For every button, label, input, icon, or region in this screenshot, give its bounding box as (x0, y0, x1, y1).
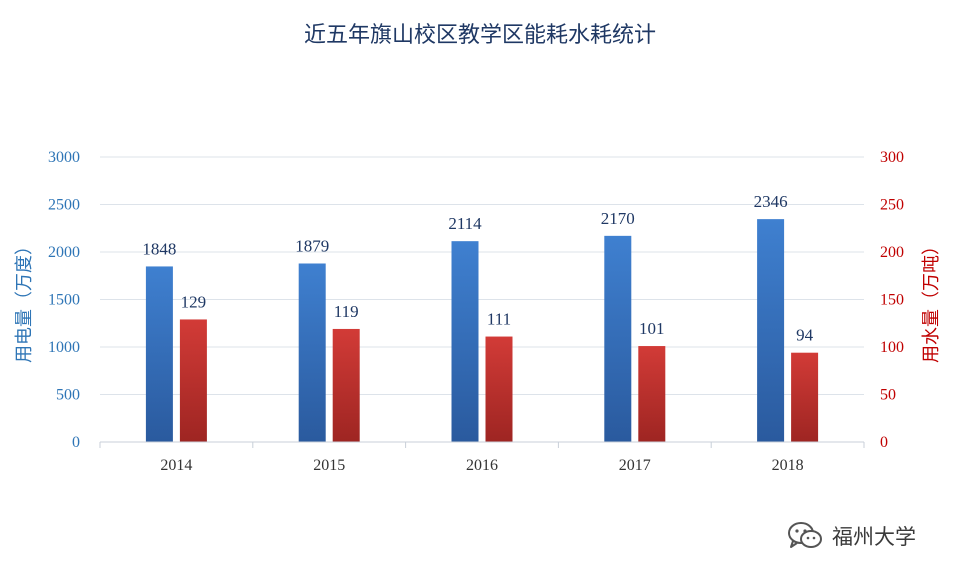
y-tick-label-right: 100 (880, 339, 904, 356)
gridlines (100, 156, 864, 395)
data-label-water: 94 (796, 326, 814, 345)
y-tick-label-right: 300 (880, 149, 904, 166)
bar-electricity (145, 266, 173, 442)
x-tick-label: 2015 (313, 457, 345, 474)
x-tick-label: 2017 (619, 457, 651, 474)
data-label-electricity: 1848 (142, 239, 176, 258)
data-label-water: 101 (639, 319, 665, 338)
bar-water (332, 328, 360, 442)
y-axis-title-left: 用电量（万度） (14, 237, 35, 363)
bar-water (485, 336, 513, 442)
x-tick-label: 2016 (466, 457, 498, 474)
wechat-icon (788, 522, 822, 548)
y-tick-label-left: 0 (72, 434, 80, 451)
watermark-text: 福州大学 (832, 525, 916, 549)
bar-electricity (451, 241, 479, 442)
y-tick-label-right: 250 (880, 197, 904, 214)
y-tick-label-right: 200 (880, 244, 904, 261)
bar-electricity (757, 219, 785, 442)
bar-electricity (298, 263, 326, 442)
watermark: 福州大学 (786, 520, 916, 552)
y-axis-title-right: 用水量（万吨） (921, 237, 942, 363)
bar-electricity (604, 235, 632, 442)
data-label-electricity: 1879 (295, 236, 329, 255)
data-label-electricity: 2114 (448, 214, 482, 233)
x-tick-label: 2014 (160, 457, 192, 474)
axes: 0 0 500 50 1000 100 1500 150 2000 200 2500 250 3000 3… (48, 149, 904, 474)
y-tick-label-left: 1500 (48, 292, 80, 309)
data-label-water: 111 (487, 310, 511, 329)
y-tick-label-right: 150 (880, 292, 904, 309)
chart-title: 近五年旗山校区教学区能耗水耗统计 (304, 23, 656, 48)
bar-water (791, 352, 819, 442)
data-label-electricity: 2346 (754, 192, 788, 211)
bar-water (638, 346, 666, 442)
data-label-water: 119 (334, 302, 359, 321)
data-label-electricity: 2170 (601, 209, 635, 228)
x-tick-label: 2018 (772, 457, 804, 474)
bar-water (179, 319, 207, 442)
y-tick-label-right: 0 (880, 434, 888, 451)
y-tick-label-left: 500 (56, 387, 80, 404)
y-tick-label-right: 50 (880, 387, 896, 404)
data-label-water: 129 (181, 292, 207, 311)
y-tick-label-left: 2000 (48, 244, 80, 261)
y-tick-label-left: 3000 (48, 149, 80, 166)
y-tick-label-left: 2500 (48, 197, 80, 214)
y-tick-label-left: 1000 (48, 339, 80, 356)
bars: 1848 129 1879 119 2114 111 2170 101 2346 94 (142, 192, 819, 442)
